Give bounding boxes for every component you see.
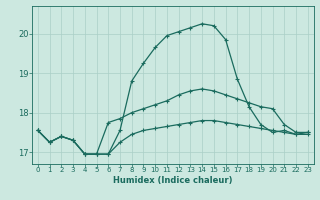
X-axis label: Humidex (Indice chaleur): Humidex (Indice chaleur) xyxy=(113,176,233,185)
